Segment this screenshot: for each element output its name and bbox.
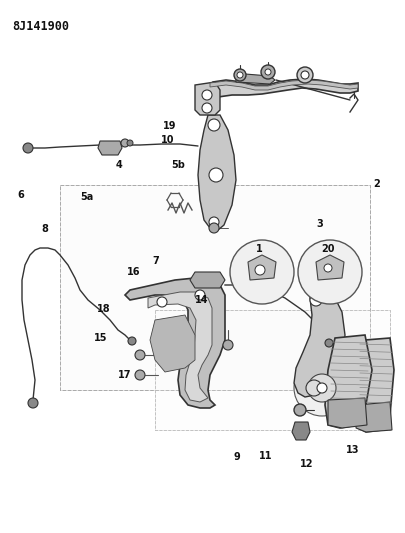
Circle shape: [294, 404, 306, 416]
Circle shape: [209, 168, 223, 182]
Circle shape: [294, 360, 350, 416]
Circle shape: [317, 383, 327, 393]
Polygon shape: [190, 272, 225, 288]
Circle shape: [23, 143, 33, 153]
Polygon shape: [294, 290, 345, 397]
Circle shape: [306, 380, 322, 396]
Circle shape: [261, 65, 275, 79]
Circle shape: [28, 398, 38, 408]
Circle shape: [128, 337, 136, 345]
Circle shape: [202, 103, 212, 113]
Circle shape: [234, 69, 246, 81]
Polygon shape: [325, 335, 372, 428]
Circle shape: [230, 240, 294, 304]
Text: 1: 1: [256, 245, 262, 254]
Polygon shape: [248, 255, 276, 280]
Text: 5a: 5a: [81, 192, 94, 202]
Circle shape: [195, 290, 205, 300]
Circle shape: [325, 339, 333, 347]
Text: 10: 10: [161, 135, 175, 144]
Circle shape: [202, 90, 212, 100]
Text: 7: 7: [153, 256, 159, 266]
Circle shape: [223, 340, 233, 350]
Text: 4: 4: [116, 160, 123, 170]
Text: 5b: 5b: [171, 160, 185, 170]
Text: 13: 13: [345, 446, 359, 455]
Polygon shape: [155, 310, 390, 430]
Circle shape: [308, 374, 336, 402]
Polygon shape: [60, 185, 370, 390]
Circle shape: [301, 71, 309, 79]
Polygon shape: [205, 79, 358, 99]
Circle shape: [135, 370, 145, 380]
Text: 16: 16: [127, 267, 141, 277]
Circle shape: [121, 139, 129, 147]
Polygon shape: [195, 82, 220, 115]
Circle shape: [135, 350, 145, 360]
Text: 17: 17: [118, 370, 132, 379]
Text: 8: 8: [41, 224, 48, 234]
Text: 20: 20: [321, 245, 335, 254]
Text: 18: 18: [96, 304, 110, 314]
Text: 2: 2: [373, 179, 380, 189]
Text: 3: 3: [317, 219, 323, 229]
Circle shape: [208, 119, 220, 131]
Polygon shape: [356, 338, 394, 432]
Text: 11: 11: [258, 451, 272, 461]
Circle shape: [209, 223, 219, 233]
Polygon shape: [198, 115, 236, 230]
Polygon shape: [328, 398, 367, 428]
Circle shape: [255, 265, 265, 275]
Polygon shape: [356, 402, 392, 432]
Circle shape: [310, 294, 322, 306]
Text: 8J141900: 8J141900: [12, 20, 69, 33]
Circle shape: [237, 72, 243, 78]
Circle shape: [157, 297, 167, 307]
Circle shape: [297, 67, 313, 83]
Polygon shape: [125, 278, 225, 408]
Text: 19: 19: [163, 122, 177, 131]
Polygon shape: [148, 292, 212, 402]
Text: 14: 14: [195, 295, 209, 305]
Polygon shape: [98, 141, 122, 155]
Polygon shape: [236, 74, 275, 84]
Circle shape: [324, 264, 332, 272]
Circle shape: [127, 140, 133, 146]
Polygon shape: [210, 80, 358, 90]
Polygon shape: [150, 315, 195, 372]
Circle shape: [298, 240, 362, 304]
Circle shape: [209, 217, 219, 227]
Text: 9: 9: [234, 453, 240, 462]
Polygon shape: [316, 255, 344, 280]
Text: 15: 15: [94, 334, 107, 343]
Circle shape: [265, 69, 271, 75]
Text: 12: 12: [300, 459, 314, 469]
Polygon shape: [292, 422, 310, 440]
Text: 6: 6: [18, 190, 24, 199]
